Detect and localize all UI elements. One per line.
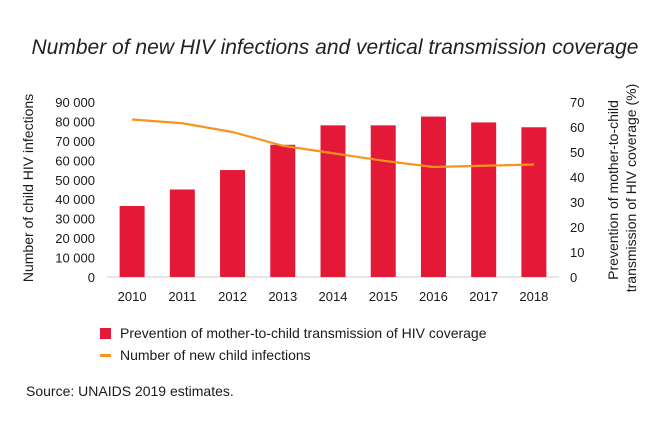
- bar: [320, 125, 346, 277]
- series-line: [132, 118, 534, 169]
- x-tick-label: 2016: [419, 289, 448, 304]
- left-tick-label: 0: [88, 270, 95, 285]
- legend: Prevention of mother-to-child transmissi…: [100, 322, 487, 366]
- right-tick-label: 70: [570, 95, 584, 110]
- left-tick-label: 50 000: [55, 173, 95, 188]
- left-tick-label: 70 000: [55, 134, 95, 149]
- chart-title: Number of new HIV infections and vertica…: [31, 36, 639, 59]
- x-tick-label: 2015: [369, 289, 398, 304]
- right-tick-label: 30: [570, 195, 584, 210]
- left-tick-label: 20 000: [55, 231, 95, 246]
- x-tick-label: 2014: [319, 289, 348, 304]
- left-tick-label: 40 000: [55, 192, 95, 207]
- source-note: Source: UNAIDS 2019 estimates.: [26, 383, 234, 399]
- right-axis-label: Prevention of mother-to-child transmissi…: [605, 84, 639, 293]
- right-axis: 0 10 20 30 40 50 60 70: [570, 95, 584, 285]
- bar: [521, 127, 547, 278]
- bar: [119, 206, 145, 277]
- left-tick-label: 10 000: [55, 251, 95, 266]
- bar-series: [119, 116, 547, 278]
- left-tick-label: 60 000: [55, 153, 95, 168]
- right-axis-label-line-2: transmission of HIV coverage (%): [623, 84, 639, 293]
- left-tick-label: 90 000: [55, 95, 95, 110]
- right-tick-label: 60: [570, 120, 584, 135]
- x-axis: 2010 2011 2012 2013 2014 2015 2016 2017 2018: [107, 276, 559, 304]
- bar: [270, 144, 296, 277]
- left-axis: 0 10 000 20 000 30 000 40 000 50 000 60 000 70 …: [55, 95, 95, 285]
- bar: [370, 125, 396, 277]
- bar: [169, 189, 195, 277]
- x-tick-label: 2017: [469, 289, 498, 304]
- bar: [471, 122, 497, 278]
- left-tick-label: 30 000: [55, 212, 95, 227]
- bar: [220, 170, 246, 277]
- right-tick-label: 40: [570, 170, 584, 185]
- legend-item-coverage: Prevention of mother-to-child transmissi…: [100, 322, 487, 344]
- right-tick-label: 0: [570, 270, 577, 285]
- legend-item-infections: Number of new child infections: [100, 344, 487, 366]
- x-tick-label: 2010: [118, 289, 147, 304]
- x-tick-label: 2012: [218, 289, 247, 304]
- x-tick-label: 2011: [168, 289, 196, 304]
- legend-label-infections: Number of new child infections: [120, 347, 311, 363]
- left-tick-label: 80 000: [55, 114, 95, 129]
- legend-swatch-bar: [100, 327, 111, 339]
- x-tick-label: 2018: [519, 289, 548, 304]
- right-axis-label-line-1: Prevention of mother-to-child: [605, 100, 621, 280]
- bar: [420, 116, 446, 277]
- legend-label-coverage: Prevention of mother-to-child transmissi…: [120, 325, 487, 341]
- right-tick-label: 10: [570, 245, 584, 260]
- x-tick-label: 2013: [268, 289, 297, 304]
- line-series: [132, 118, 534, 169]
- legend-swatch-line: [100, 353, 111, 357]
- right-tick-label: 50: [570, 145, 584, 160]
- right-tick-label: 20: [570, 220, 584, 235]
- left-axis-label: Number of child HIV infections: [20, 94, 36, 282]
